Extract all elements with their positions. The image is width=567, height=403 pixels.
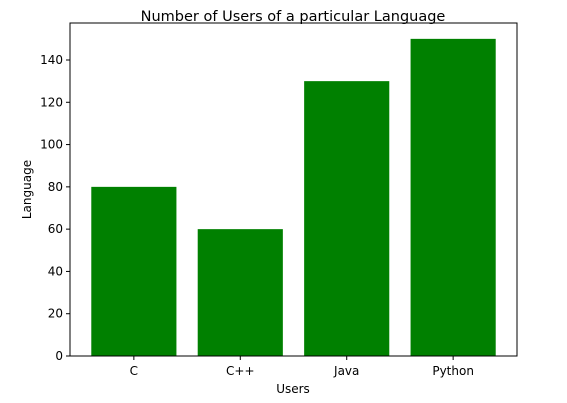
x-tick-label: C++	[226, 364, 255, 378]
bar-java	[304, 81, 390, 356]
x-axis: C C++ Java Python	[130, 356, 474, 378]
chart-title: Number of Users of a particular Language	[141, 9, 446, 25]
bar-python	[410, 38, 496, 357]
x-tick-label: Java	[333, 364, 359, 378]
y-tick-label: 0	[55, 349, 63, 363]
y-tick-label: 20	[48, 307, 63, 321]
x-tick-label: C	[130, 364, 138, 378]
y-tick-label: 120	[40, 95, 63, 109]
x-axis-label: Users	[276, 382, 310, 396]
y-tick-label: 140	[40, 53, 63, 67]
y-tick-label: 60	[48, 222, 63, 236]
plot-frame	[69, 22, 518, 357]
y-tick-label: 40	[48, 264, 63, 278]
bar-c	[91, 186, 177, 356]
y-tick-label: 80	[48, 180, 63, 194]
y-axis: 0 20 40 60 80 100 120 140	[40, 53, 70, 363]
bar-cplus	[197, 229, 283, 356]
y-tick-label: 100	[40, 138, 63, 152]
x-tick-label: Python	[432, 364, 474, 378]
bars-group	[91, 38, 496, 357]
y-axis-label: Language	[20, 160, 34, 219]
